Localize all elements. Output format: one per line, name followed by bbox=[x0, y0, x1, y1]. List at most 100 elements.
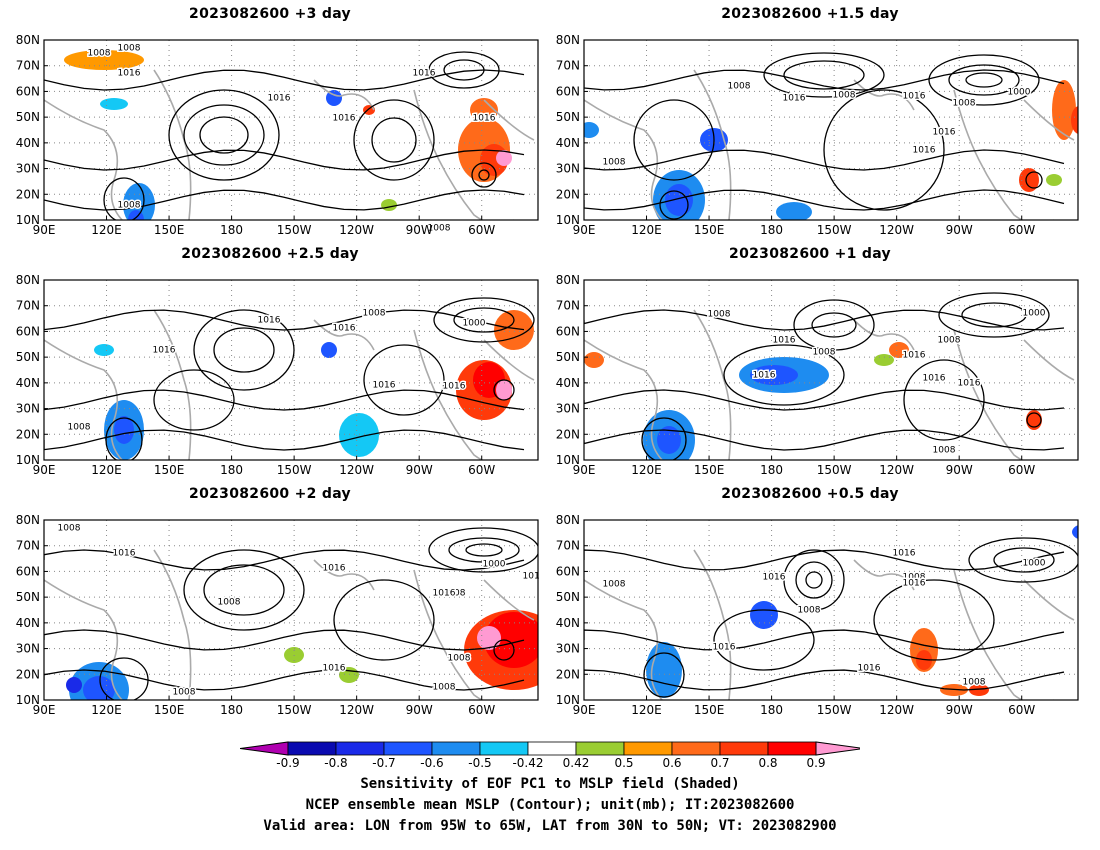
contour-label: 1016 bbox=[903, 351, 926, 361]
colorbar-tick-label: 0.7 bbox=[710, 756, 729, 770]
lat-tick-label: 50N bbox=[556, 110, 580, 124]
map-panel-4: 2023082600 +1 day 1008 1016 1016 1008 1016 10… bbox=[540, 246, 1080, 486]
map-frame bbox=[43, 39, 539, 221]
mslp-contour bbox=[493, 639, 515, 661]
mslp-contour bbox=[493, 379, 515, 401]
lat-tick-label: 10N bbox=[556, 213, 580, 227]
colorbar-segment bbox=[671, 741, 721, 756]
lon-tick-label: 120E bbox=[91, 463, 122, 477]
mslp-contour bbox=[433, 297, 535, 343]
mslp-contour bbox=[448, 537, 520, 563]
mslp-contour bbox=[428, 51, 500, 89]
lon-tick-label: 150E bbox=[694, 703, 725, 717]
lon-tick-label: 120W bbox=[879, 223, 914, 237]
lon-tick-label: 150W bbox=[817, 223, 852, 237]
mslp-contour bbox=[183, 549, 305, 631]
sensitivity-shading bbox=[750, 601, 778, 629]
sensitivity-shading bbox=[1072, 525, 1078, 539]
mslp-contour bbox=[44, 149, 525, 171]
coastline bbox=[44, 579, 124, 700]
colorbar-tick-label: 0.8 bbox=[758, 756, 777, 770]
mslp-contour bbox=[428, 527, 538, 573]
lat-tick-label: 80N bbox=[556, 33, 580, 47]
contour-label: 1016 bbox=[258, 316, 281, 326]
lat-tick-label: 40N bbox=[556, 136, 580, 150]
lat-tick-label: 10N bbox=[16, 693, 40, 707]
caption-line-3: Valid area: LON from 95W to 65W, LAT fro… bbox=[263, 818, 837, 834]
sensitivity-shading bbox=[321, 342, 337, 358]
mslp-contour bbox=[44, 69, 525, 91]
contour-label: 1016 bbox=[153, 346, 176, 356]
contour-label: 1016 bbox=[923, 374, 946, 384]
lon-tick-label: 150W bbox=[817, 703, 852, 717]
lat-tick-label: 70N bbox=[556, 539, 580, 553]
mslp-contour bbox=[811, 312, 857, 338]
lat-tick-label: 20N bbox=[556, 187, 580, 201]
contour-label: 1000 bbox=[1008, 88, 1031, 98]
contour-label: 1016 bbox=[333, 114, 356, 124]
lat-tick-label: 50N bbox=[16, 350, 40, 364]
mslp-contour bbox=[1026, 412, 1042, 428]
contour-label: 1016 bbox=[473, 114, 496, 124]
lon-tick-label: 90E bbox=[33, 703, 56, 717]
lon-tick-label: 120E bbox=[91, 703, 122, 717]
contour-label: 1000 bbox=[483, 560, 506, 570]
lat-tick-label: 40N bbox=[556, 616, 580, 630]
mslp-contour bbox=[961, 302, 1027, 328]
contour-label: 1008 bbox=[813, 348, 836, 358]
mslp-contour bbox=[965, 72, 1003, 88]
lat-tick-label: 70N bbox=[556, 59, 580, 73]
lon-tick-label: 150W bbox=[277, 223, 312, 237]
coastline bbox=[413, 329, 514, 460]
sensitivity-shading bbox=[484, 612, 538, 668]
map-plot: 1016 1016 1008 1016 1016 1000 1016 1008 80N 70N 60… bbox=[16, 273, 539, 477]
colorbar-tick-label: -0.9 bbox=[276, 756, 299, 770]
lat-tick-label: 60N bbox=[16, 84, 40, 98]
map-plot: 1008 1016 1008 1016 1016 1016 1016 1008 1008 80N 7… bbox=[16, 33, 539, 237]
lon-tick-label: 150W bbox=[277, 463, 312, 477]
colorbar-tick-label: 0.6 bbox=[662, 756, 681, 770]
colorbar-segment bbox=[623, 741, 673, 756]
colorbar-segment bbox=[383, 741, 433, 756]
map-panel-3: 2023082600 +2.5 day 1016 1016 1008 1016 1016… bbox=[0, 246, 540, 486]
coastline bbox=[953, 569, 1054, 700]
lon-tick-label: 150W bbox=[277, 703, 312, 717]
mslp-contour bbox=[353, 99, 435, 181]
lon-tick-label: 60W bbox=[1008, 463, 1035, 477]
mslp-contour bbox=[584, 149, 1065, 171]
lon-tick-label: 180 bbox=[760, 703, 783, 717]
lat-tick-label: 60N bbox=[556, 564, 580, 578]
mslp-contour bbox=[584, 69, 1065, 91]
coastline bbox=[1023, 579, 1075, 621]
coastline bbox=[584, 339, 664, 460]
coastline bbox=[313, 79, 375, 111]
sensitivity-shading bbox=[496, 380, 512, 400]
colorbar-segment bbox=[719, 741, 769, 756]
lat-tick-label: 70N bbox=[16, 59, 40, 73]
mslp-contour bbox=[105, 417, 143, 460]
contour-label: 1008 bbox=[903, 573, 926, 583]
lat-tick-label: 20N bbox=[16, 187, 40, 201]
colorbar: -0.9 -0.8 -0.7 -0.6 -0.5 -0.42 0.42 0.5 0.6 0.7 0.… bbox=[240, 741, 860, 770]
contour-label: 1016 bbox=[333, 324, 356, 334]
mslp-contour bbox=[103, 177, 145, 220]
mslp-contour bbox=[823, 89, 945, 211]
contour-label: 1016 bbox=[713, 643, 736, 653]
contour-label: 1000 bbox=[1023, 309, 1046, 319]
contour-label: 1008 bbox=[953, 99, 976, 109]
contour-label: 1008 bbox=[603, 580, 626, 590]
sensitivity-shading bbox=[123, 183, 155, 220]
mslp-contour bbox=[371, 117, 417, 163]
coastline bbox=[44, 339, 124, 460]
map-plot: 1008 1016 1008 1016 1016 1000 1008 1016 1008 80N 7… bbox=[556, 33, 1079, 237]
coastline bbox=[483, 579, 535, 621]
lon-tick-label: 120E bbox=[631, 463, 662, 477]
mslp-contour bbox=[928, 54, 1040, 106]
sensitivity-shading bbox=[1046, 174, 1062, 186]
sensitivity-shading bbox=[94, 344, 114, 356]
contour-label: 1016 bbox=[323, 664, 346, 674]
coastline bbox=[953, 89, 1054, 220]
lat-tick-label: 40N bbox=[16, 376, 40, 390]
mslp-contour bbox=[584, 389, 1065, 411]
lat-tick-label: 20N bbox=[556, 667, 580, 681]
